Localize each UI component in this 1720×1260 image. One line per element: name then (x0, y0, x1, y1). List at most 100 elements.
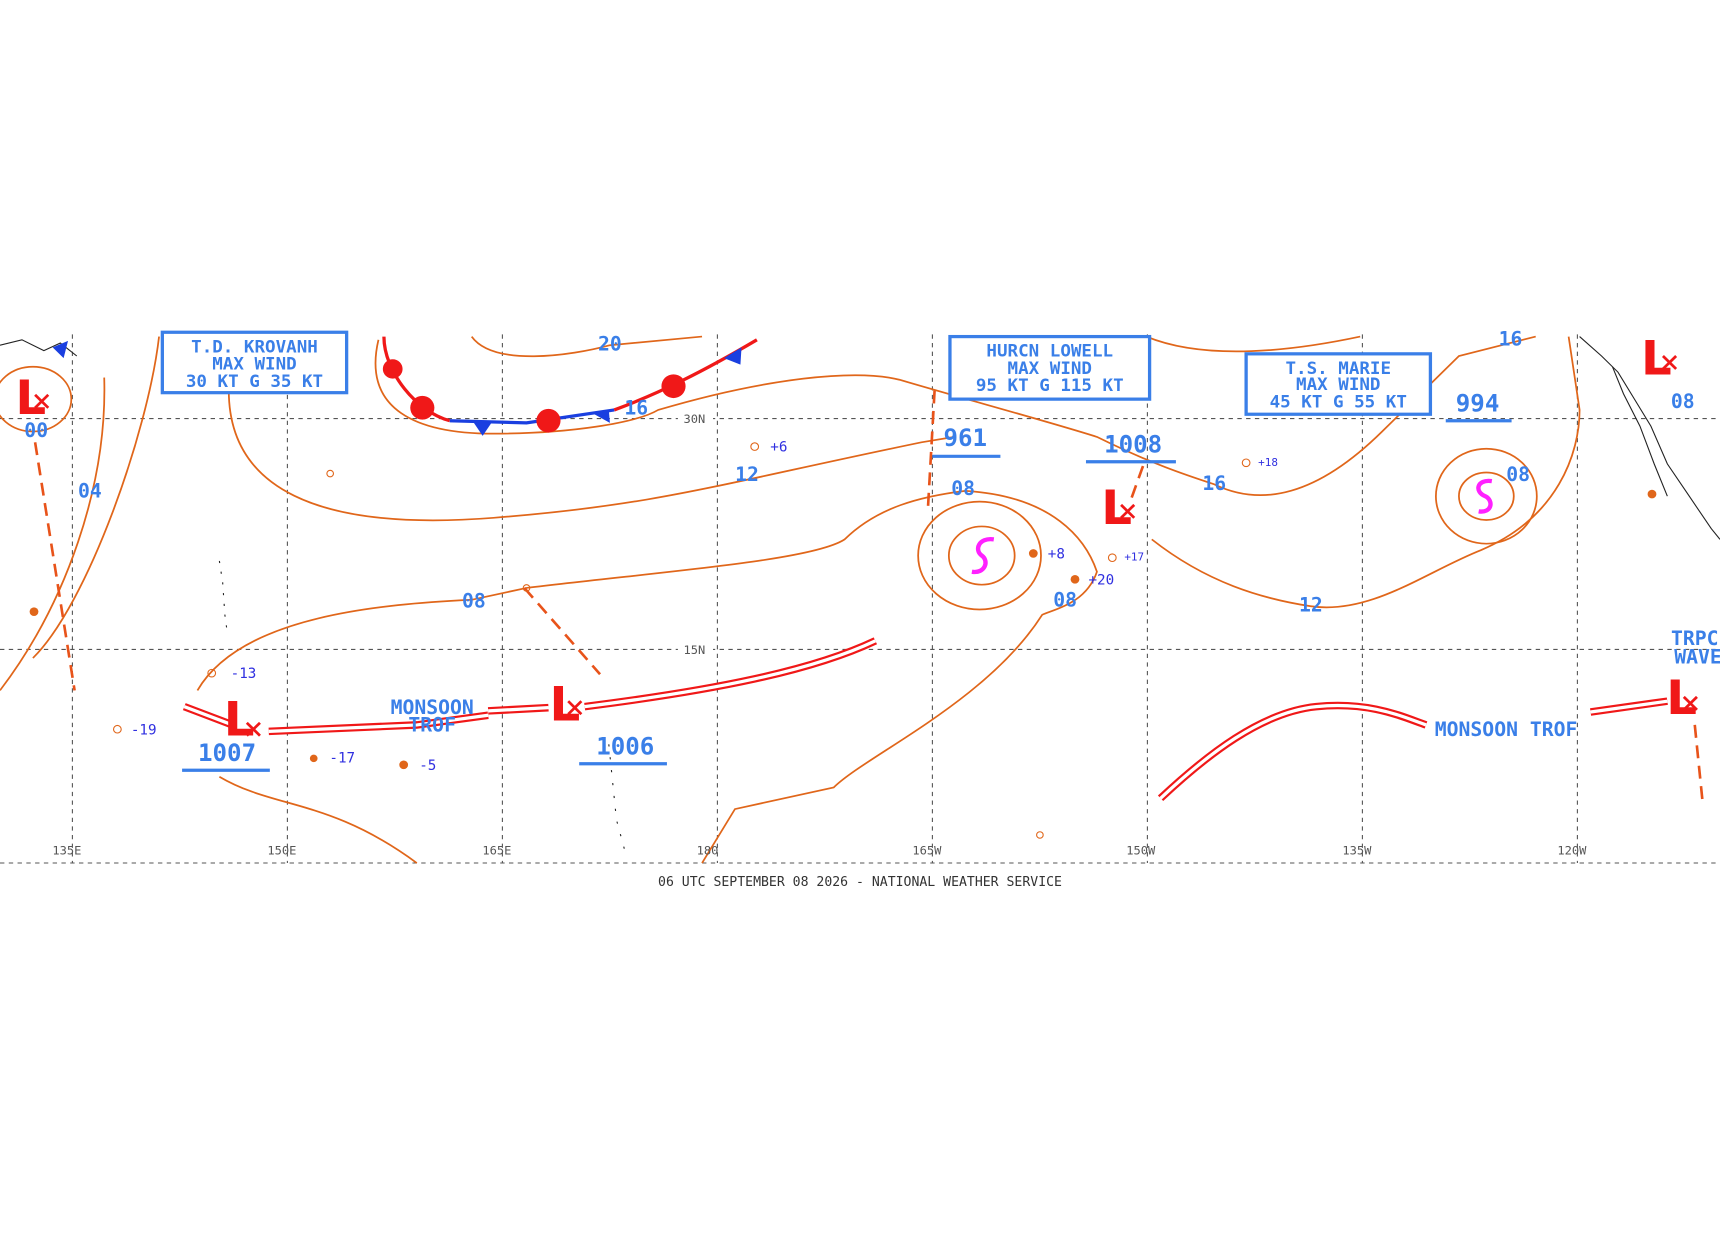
low-pressure: 1008 (1104, 431, 1162, 459)
map-shape (1036, 831, 1044, 839)
isobar-label: 20 (598, 333, 622, 356)
isobar-label: 08 (951, 477, 975, 500)
storm-wind-label: MAX WIND (1008, 359, 1092, 379)
map-line (1611, 366, 1668, 497)
map-line (0, 377, 106, 691)
map-line (268, 713, 489, 734)
map-shape (1647, 489, 1657, 499)
pressure-tendency: +18 (1258, 456, 1278, 469)
lat-label: 30N (683, 412, 705, 426)
map-shape (309, 754, 318, 763)
lon-label: 135W (1342, 844, 1372, 858)
low-cross (34, 355, 1698, 737)
footer: 06 UTC SEPTEMBER 08 2026 - NATIONAL WEAT… (658, 875, 1062, 890)
storm-box (948, 334, 1152, 401)
map-shape (1070, 574, 1080, 584)
map-line (34, 393, 50, 409)
isobar-label: 16 (624, 396, 648, 419)
isobar-label: 08 (462, 590, 486, 613)
troughs (33, 390, 1704, 801)
map-shape (112, 724, 122, 734)
map-shape (1028, 549, 1038, 558)
low-symbol: L (224, 693, 255, 748)
map-line (1476, 478, 1493, 514)
map-line (470, 335, 703, 358)
map-shape (1458, 471, 1515, 521)
lat-label: 15N (683, 643, 705, 657)
map-line (1590, 699, 1668, 714)
storm-wind-label: MAX WIND (212, 355, 296, 375)
map-line (608, 744, 626, 853)
map-shape (382, 359, 403, 379)
storm-wind: 95 KT G 115 KT (976, 376, 1124, 396)
map-shape (29, 607, 39, 616)
map-line (228, 366, 955, 522)
map-line (218, 560, 228, 632)
map-shape (410, 395, 435, 420)
map-line (1682, 695, 1698, 711)
isobar-label: 12 (1299, 594, 1323, 617)
hurricane-symbol (971, 478, 1493, 575)
lon-label: 135E (52, 844, 81, 858)
map-shape (536, 408, 561, 433)
map-line (473, 422, 492, 436)
map-line (32, 336, 160, 659)
map-line (374, 335, 1536, 496)
pressure-tendency: -17 (329, 750, 355, 766)
map-line (1579, 336, 1720, 540)
map-line (52, 340, 69, 359)
map-shape (0, 365, 73, 433)
map-line (1151, 336, 1581, 609)
isobar-label: 08 (1053, 588, 1077, 611)
map-shape (326, 469, 335, 478)
map-line (488, 706, 549, 713)
lon-label: 165E (482, 844, 511, 858)
isobar-label: 16 (1499, 327, 1523, 350)
map-line (1128, 465, 1145, 504)
isobar-label: 12 (735, 463, 759, 486)
pressure-tendency: +17 (1124, 551, 1144, 564)
storm-box (1244, 352, 1433, 416)
center-pressure: 961 (944, 424, 988, 452)
pressure-tendency: +8 (1048, 547, 1065, 563)
map-shape (750, 442, 760, 451)
low-symbol: L (1666, 671, 1697, 726)
map-line (1120, 503, 1136, 519)
map-line (1693, 724, 1704, 801)
feature-label: MONSOON (391, 696, 474, 719)
feature-label: MONSOON TROF (1435, 718, 1578, 741)
feature-label: TRPC (1671, 627, 1719, 650)
isobar-label: 08 (1506, 463, 1530, 486)
isobar-label: 16 (1202, 472, 1226, 495)
map-line (723, 347, 742, 365)
feature-label: TROF (408, 714, 456, 737)
isobar-label: 00 (24, 419, 48, 442)
map-shape (399, 760, 409, 770)
lon-label: 150E (267, 844, 296, 858)
front (52, 336, 758, 436)
map-line (183, 705, 234, 727)
storm-box (160, 330, 349, 395)
map-shape (917, 500, 1042, 611)
map-line (33, 442, 76, 691)
lon-label: 165W (912, 844, 942, 858)
storm-wind-label: MAX WIND (1296, 375, 1380, 395)
storm-name: HURCN LOWELL (986, 342, 1113, 362)
low-symbol: L (550, 678, 581, 733)
isobar-labels: 20 16 12 08 04 00 08 16 12 08 08 16 08 (24, 327, 1694, 616)
map-line (245, 721, 261, 737)
low-pressure: 1006 (596, 733, 654, 761)
feature-label: WAVE (1674, 646, 1720, 669)
map-line (584, 639, 877, 709)
map-line (567, 700, 583, 716)
isobar-label: 04 (78, 480, 102, 503)
lon-label: 180 (697, 844, 719, 858)
label-bg (677, 641, 714, 657)
low-symbol: L (15, 372, 46, 427)
map-shape (1107, 553, 1117, 563)
monsoon-trough (182, 637, 1668, 802)
